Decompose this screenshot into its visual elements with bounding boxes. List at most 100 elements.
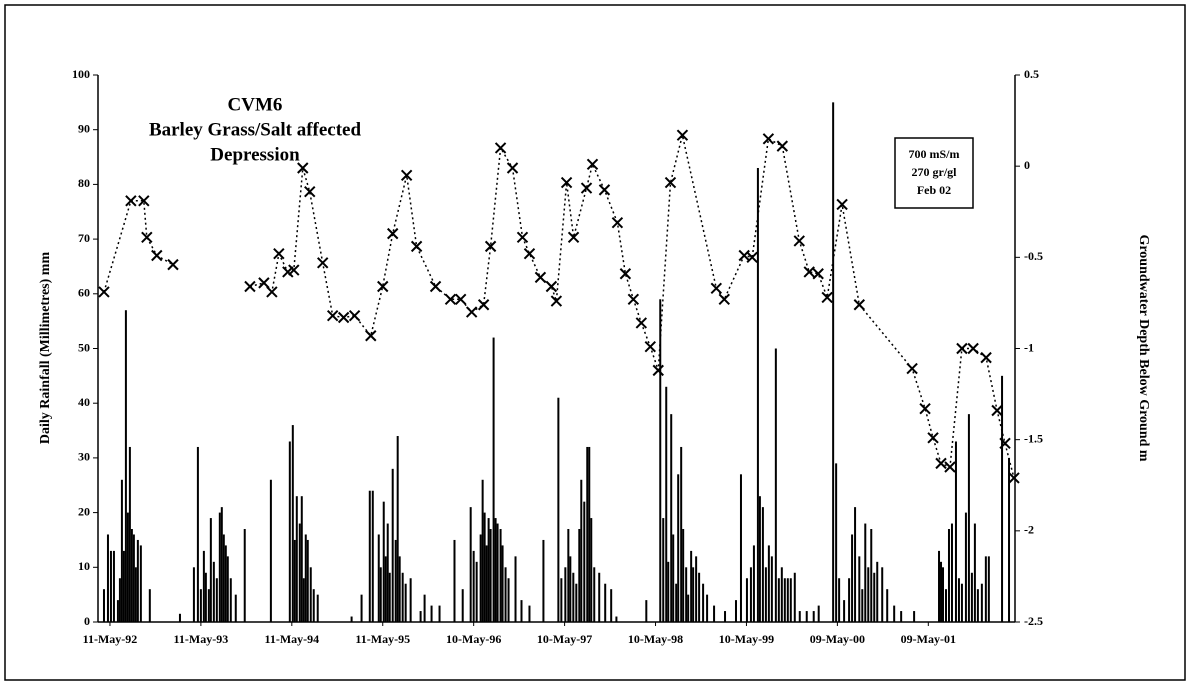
groundwater-marker <box>141 231 153 243</box>
x-tick-label: 11-May-95 <box>355 632 410 646</box>
y2-tick-label: -0.5 <box>1024 249 1043 263</box>
x-tick-label: 10-May-98 <box>628 632 683 646</box>
rain-bar <box>504 567 507 622</box>
rain-bar <box>973 523 976 622</box>
y-tick-label: 100 <box>72 67 90 81</box>
rain-bar <box>124 310 127 622</box>
groundwater-marker <box>523 247 536 260</box>
rain-bar <box>713 605 716 622</box>
rain-bar <box>269 479 272 622</box>
rain-bar <box>207 589 210 622</box>
rain-bar <box>298 523 301 622</box>
rain-bar <box>695 556 698 622</box>
groundwater-marker <box>967 342 979 355</box>
groundwater-marker <box>956 342 968 355</box>
rain-bar <box>112 550 115 622</box>
groundwater-marker <box>935 457 947 470</box>
chart-title: Barley Grass/Salt affected <box>149 119 362 140</box>
groundwater-marker <box>980 351 992 364</box>
groundwater-marker <box>348 309 361 322</box>
y2-axis-title: Groundwater Depth Below Ground m <box>1136 234 1151 461</box>
groundwater-marker <box>919 402 931 415</box>
x-tick-label: 09-May-01 <box>901 632 956 646</box>
rain-bar <box>777 578 780 622</box>
rain-bar <box>913 611 916 622</box>
y-tick-label: 40 <box>78 395 90 409</box>
groundwater-marker <box>258 277 270 289</box>
rain-bar <box>300 496 303 622</box>
rain-bar <box>838 578 841 622</box>
rain-bar <box>102 589 105 622</box>
rain-bar <box>293 539 296 622</box>
groundwater-line <box>103 135 1015 479</box>
rain-bar <box>984 556 987 622</box>
annotation: 270 gr/gl <box>912 165 958 179</box>
rain-bar <box>940 561 943 622</box>
groundwater-marker <box>326 309 339 322</box>
rain-bar <box>304 534 307 622</box>
rain-bar <box>851 534 854 622</box>
rain-bar <box>805 611 808 622</box>
rain-bar <box>942 567 945 622</box>
rain-bar <box>947 529 950 622</box>
rain-bar <box>229 578 232 622</box>
y-tick-label: 0 <box>84 614 90 628</box>
rain-bar <box>514 556 517 622</box>
rain-bar <box>501 545 504 622</box>
rain-bar <box>368 490 371 622</box>
rain-bar <box>854 507 857 622</box>
rain-bar <box>316 594 319 622</box>
rain-bar <box>461 589 464 622</box>
y2-tick-label: -2 <box>1024 523 1034 537</box>
groundwater-marker <box>138 195 150 207</box>
rain-bar <box>204 572 207 622</box>
rain-bar <box>569 556 572 622</box>
rain-bar <box>118 578 121 622</box>
rain-bar <box>496 523 499 622</box>
rain-bar <box>645 600 648 622</box>
chart-title: CVM6 <box>228 94 283 115</box>
rain-bar <box>861 589 864 622</box>
rain-bar <box>687 594 690 622</box>
groundwater-marker <box>550 295 563 307</box>
rain-bar <box>583 501 586 622</box>
rain-bar <box>774 348 777 622</box>
groundwater-marker <box>244 280 256 293</box>
rain-bar <box>419 611 422 622</box>
rain-bar <box>388 572 391 622</box>
rain-bar <box>212 561 215 622</box>
groundwater-marker <box>710 282 723 295</box>
rain-bar <box>394 539 397 622</box>
rain-bar <box>870 529 873 622</box>
groundwater-marker <box>125 195 137 207</box>
groundwater-marker <box>944 461 956 473</box>
rain-bar <box>215 578 218 622</box>
rain-bar <box>604 583 607 622</box>
rain-bar <box>900 611 903 622</box>
rain-bar <box>610 589 613 622</box>
x-tick-label: 10-May-99 <box>719 632 774 646</box>
rain-bar <box>843 600 846 622</box>
rain-bar <box>665 386 668 622</box>
rain-bar <box>360 594 363 622</box>
rain-bar <box>698 572 701 622</box>
rain-bar <box>122 550 125 622</box>
rain-bar <box>893 605 896 622</box>
rain-bar <box>302 578 305 622</box>
rain-bar <box>706 594 709 622</box>
groundwater-marker <box>297 162 309 174</box>
groundwater-marker <box>455 293 467 305</box>
rain-bar <box>690 550 693 622</box>
rain-bar <box>128 446 131 622</box>
groundwater-marker <box>812 268 824 280</box>
rain-bar <box>396 436 399 622</box>
groundwater-marker <box>611 216 624 229</box>
rain-bar <box>224 545 227 622</box>
y-tick-label: 80 <box>78 176 90 190</box>
rain-bar <box>243 529 246 622</box>
rain-bar <box>682 529 685 622</box>
groundwater-marker <box>273 247 285 260</box>
groundwater-marker <box>635 317 648 329</box>
rain-bar <box>586 446 589 622</box>
